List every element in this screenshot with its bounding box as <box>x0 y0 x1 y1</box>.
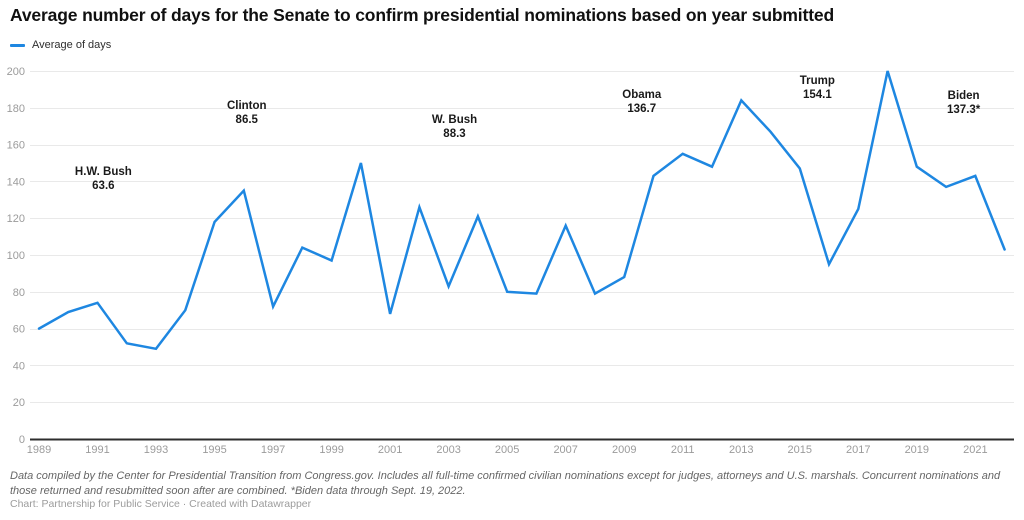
x-tick-label: 1989 <box>27 444 51 456</box>
x-tick-label: 2009 <box>612 444 636 456</box>
x-tick-label: 1999 <box>319 444 343 456</box>
x-tick-label: 1991 <box>85 444 109 456</box>
x-tick-label: 2001 <box>378 444 402 456</box>
legend-label: Average of days <box>32 39 112 51</box>
x-tick-label: 2003 <box>436 444 460 456</box>
y-tick-label: 140 <box>7 176 25 188</box>
x-tick-label: 2007 <box>553 444 577 456</box>
y-tick-label: 200 <box>7 66 25 78</box>
legend-line-swatch <box>10 43 25 47</box>
x-tick-label: 2017 <box>846 444 870 456</box>
y-tick-label: 60 <box>13 324 25 336</box>
y-tick-label: 80 <box>13 287 25 299</box>
chart-title: Average number of days for the Senate to… <box>10 5 834 25</box>
x-tick-label: 2013 <box>729 444 753 456</box>
y-tick-label: 120 <box>7 213 25 225</box>
line-chart[interactable]: 0 20 40 60 80 100 120 140 160 180 200 1989 1991 1993 1… <box>0 0 1024 468</box>
x-tick-label: 2019 <box>905 444 929 456</box>
x-tick-label: 2021 <box>963 444 987 456</box>
y-tick-label: 100 <box>7 250 25 262</box>
x-tick-label: 1997 <box>261 444 285 456</box>
x-tick-label: 1995 <box>202 444 226 456</box>
footer-notes: Data compiled by the Center for Presiden… <box>10 470 1001 497</box>
y-tick-label: 0 <box>19 434 25 446</box>
y-tick-label: 40 <box>13 360 25 372</box>
footer-byline: Chart: Partnership for Public Service · … <box>10 498 312 510</box>
y-tick-label: 180 <box>7 103 25 115</box>
legend: Average of days <box>10 39 111 51</box>
y-tick-label: 160 <box>7 140 25 152</box>
x-tick-label: 2005 <box>495 444 519 456</box>
x-tick-label: 2011 <box>671 444 695 456</box>
x-tick-label: 2015 <box>788 444 812 456</box>
y-tick-label: 20 <box>13 397 25 409</box>
average-days-line <box>37 70 1006 351</box>
x-tick-label: 1993 <box>144 444 168 456</box>
